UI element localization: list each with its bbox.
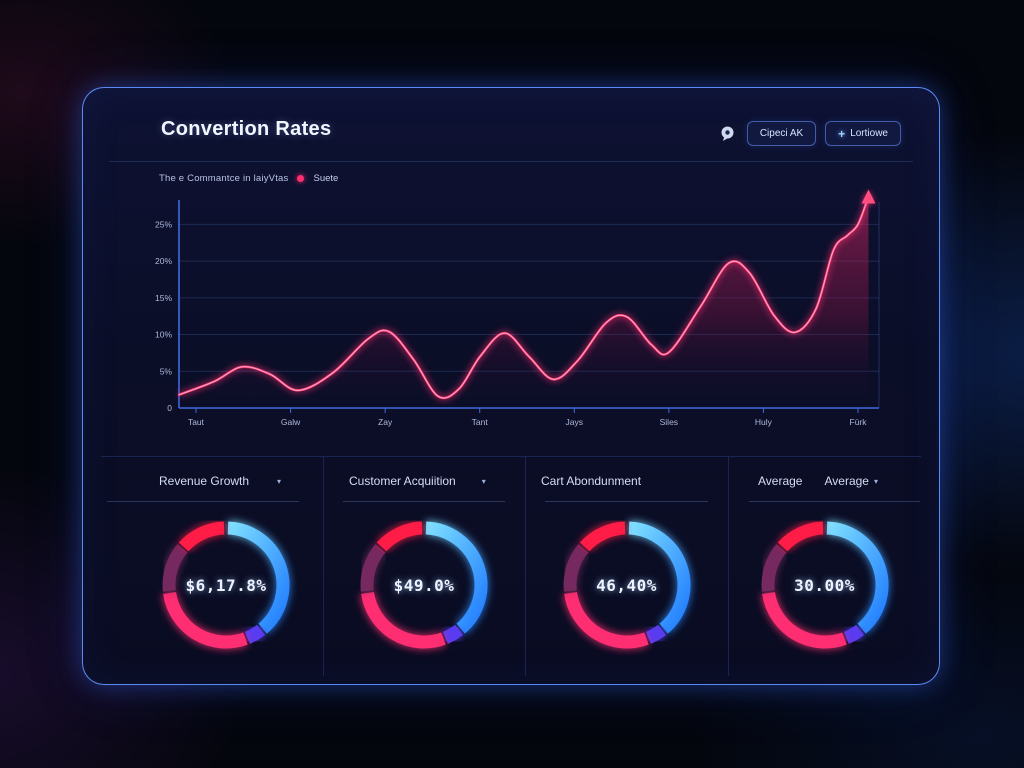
- donut-ring: [359, 520, 489, 650]
- card-customer-acquisition: Customer Acquiition ▾ $49.0%: [323, 457, 525, 680]
- card-average: Average Average ▾ 30.00%: [728, 457, 941, 680]
- x-tick-label: Galw: [281, 417, 301, 427]
- chevron-down-icon: ▾: [481, 476, 486, 486]
- donut-ring: [562, 520, 691, 650]
- card-separator: [728, 457, 729, 676]
- gauge-value: $6,17.8%: [185, 575, 267, 595]
- ring-segment-violet: [843, 624, 864, 644]
- card-label: Revenue Growth: [159, 474, 250, 488]
- conversion-line-chart: 25% 20% 15% 10% 5% 0 Taut Galw Zay Tant Jays Siles H…: [155, 189, 880, 427]
- card-underline: [343, 501, 505, 502]
- x-tick-label: Huly: [755, 417, 773, 427]
- export-button-label: Cipeci AK: [759, 128, 804, 139]
- ring-segment-violet: [244, 624, 266, 644]
- ring-segment-pink: [563, 591, 649, 649]
- chart-subtitle: The e Commantce in laiyVtas: [159, 173, 289, 184]
- page-title: Convertion Rates: [161, 118, 332, 140]
- export-button[interactable]: Cipeci AK: [746, 121, 817, 146]
- explore-button[interactable]: + Lortiowe: [825, 121, 901, 146]
- donut-ring: [760, 520, 889, 650]
- donut-gauge: $6,17.8%: [151, 510, 301, 660]
- card-underline: [545, 501, 708, 502]
- card-label: Cart Abondunment: [541, 474, 642, 488]
- plus-icon: +: [838, 126, 846, 141]
- ring-segment-plum: [563, 544, 588, 592]
- card-underline: [749, 501, 920, 502]
- ring-segment-plum: [761, 544, 786, 592]
- explore-button-label: Lortiowe: [850, 128, 888, 139]
- ring-segment-plum: [162, 544, 188, 592]
- y-tick-label: 0: [167, 403, 172, 413]
- x-tick-label: Jays: [566, 417, 583, 427]
- y-tick-label: 15%: [155, 293, 172, 303]
- ring-segment-cyan: [628, 521, 690, 634]
- ring-segment-cyan: [425, 521, 488, 634]
- ring-segment-red: [777, 521, 824, 552]
- gauge-value: 30.00%: [794, 575, 855, 595]
- card-dropdown-revenue-growth[interactable]: Revenue Growth ▾: [83, 474, 323, 488]
- y-tick-label: 10%: [155, 330, 172, 340]
- area-fill: [179, 196, 869, 408]
- card-dropdown-customer-acquisition[interactable]: Customer Acquiition ▾: [323, 474, 525, 488]
- legend-label: Suete: [313, 173, 339, 184]
- ring-segment-pink: [361, 591, 446, 649]
- ring-segment-red: [376, 521, 423, 552]
- donut-ring: [161, 520, 291, 650]
- chevron-down-icon: ▾: [873, 476, 878, 486]
- ring-segment-plum: [360, 544, 386, 592]
- chart-subtitle-row: The e Commantce in laiyVtas Suete: [159, 173, 338, 184]
- x-tick-label: Tant: [472, 417, 489, 427]
- gauge-value: 46,40%: [596, 575, 657, 595]
- chevron-down-icon: ▾: [277, 476, 282, 486]
- dashboard-panel: Convertion Rates Cipeci AK + Lortiowe Th…: [82, 87, 940, 685]
- header-controls: Cipeci AK + Lortiowe: [719, 121, 901, 146]
- card-dropdown-average[interactable]: Average Average ▾: [728, 474, 941, 488]
- card-cart-abandonment: Cart Abondunment 46,40%: [525, 457, 728, 680]
- section-divider: [101, 456, 921, 457]
- card-label-secondary: Average: [824, 474, 869, 488]
- card-separator: [323, 457, 324, 676]
- legend-dot-icon: [297, 175, 305, 182]
- donut-gauge: 46,40%: [552, 510, 702, 660]
- donut-gauge: $49.0%: [349, 510, 499, 660]
- ring-segment-violet: [645, 624, 666, 644]
- y-tick-label: 5%: [160, 366, 173, 376]
- card-label: Customer Acquiition: [349, 474, 456, 488]
- card-header-cart-abandonment: Cart Abondunment: [525, 474, 728, 488]
- gauge-value: $49.0%: [393, 575, 455, 595]
- card-revenue-growth: Revenue Growth ▾ $6,17.8%: [83, 457, 323, 680]
- donut-gauge: 30.00%: [750, 510, 900, 660]
- ring-segment-red: [178, 521, 225, 552]
- ring-segment-violet: [442, 624, 464, 644]
- gauge-cards: Revenue Growth ▾ $6,17.8% Customer Acqui…: [83, 457, 939, 680]
- x-tick-label: Fürk: [850, 417, 868, 427]
- header-divider: [109, 161, 913, 162]
- ring-segment-pink: [761, 591, 847, 649]
- x-tick-label: Siles: [660, 417, 678, 427]
- trend-arrow-icon: [861, 189, 876, 204]
- ring-segment-pink: [163, 591, 248, 649]
- ring-segment-cyan: [227, 521, 290, 634]
- y-tick-label: 20%: [155, 256, 172, 266]
- y-tick-label: 25%: [155, 219, 172, 229]
- x-tick-label: Taut: [188, 417, 205, 427]
- x-tick-label: Zay: [378, 417, 393, 427]
- card-underline: [107, 501, 299, 502]
- help-bubble-icon[interactable]: [719, 125, 736, 142]
- ring-segment-red: [579, 521, 626, 552]
- card-label: Average: [758, 474, 803, 488]
- ring-segment-cyan: [826, 521, 888, 634]
- card-separator: [525, 457, 526, 676]
